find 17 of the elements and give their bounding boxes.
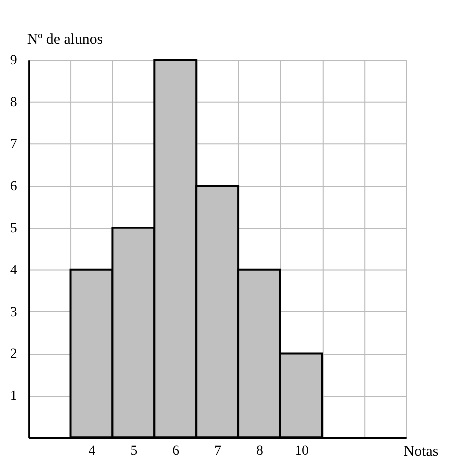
y-tick-label: 1 bbox=[10, 389, 18, 404]
y-tick-label: 3 bbox=[10, 305, 18, 320]
y-tick-label: 4 bbox=[10, 263, 18, 278]
y-axis-title: Nº de alunos bbox=[27, 32, 104, 48]
x-tick-label: 6 bbox=[172, 444, 180, 460]
y-tick-label: 6 bbox=[10, 179, 18, 194]
x-tick-label: 5 bbox=[130, 444, 138, 460]
y-tick-label: 7 bbox=[10, 138, 18, 153]
y-tick-label: 2 bbox=[10, 347, 18, 362]
y-tick-label: 9 bbox=[10, 54, 18, 69]
x-tick-label: 7 bbox=[214, 444, 222, 460]
y-tick-label: 8 bbox=[10, 96, 18, 111]
x-axis-title: Notas bbox=[404, 444, 439, 460]
x-tick-label: 8 bbox=[256, 444, 264, 460]
y-tick-label: 5 bbox=[10, 221, 18, 236]
x-tick-label: 10 bbox=[295, 444, 309, 460]
x-tick-label: 4 bbox=[88, 444, 96, 460]
